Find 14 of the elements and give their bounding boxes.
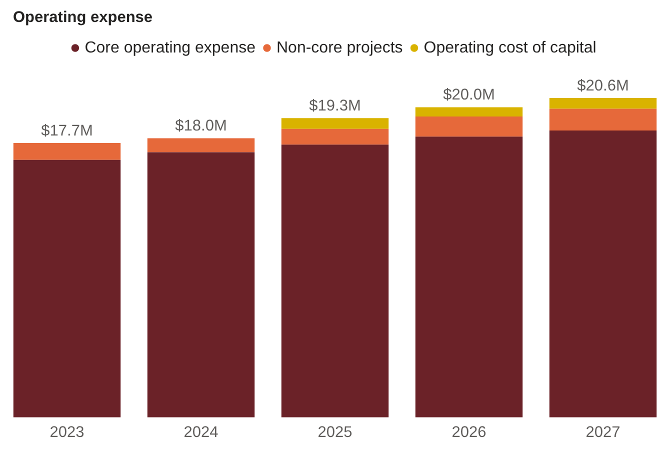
x-tick-label: 2025 <box>318 424 352 441</box>
legend-label: Non-core projects <box>276 39 403 56</box>
annotation: $19.3M <box>309 98 361 115</box>
annotation: $20.0M <box>443 86 495 104</box>
x-tick-label: 2027 <box>586 424 620 441</box>
x-tick-label: 2026 <box>452 424 486 441</box>
x-tick-label: 2024 <box>184 424 219 441</box>
legend-label: Core operating expense <box>84 39 256 56</box>
annotation: $20.6M <box>577 77 629 94</box>
annotation: $18.0M <box>175 118 227 135</box>
annotation: $17.7M <box>41 122 93 140</box>
x-tick-label: 2023 <box>50 424 84 441</box>
legend-label: Operating cost of capital <box>424 39 596 56</box>
chart-title: Operating expense <box>13 8 153 28</box>
